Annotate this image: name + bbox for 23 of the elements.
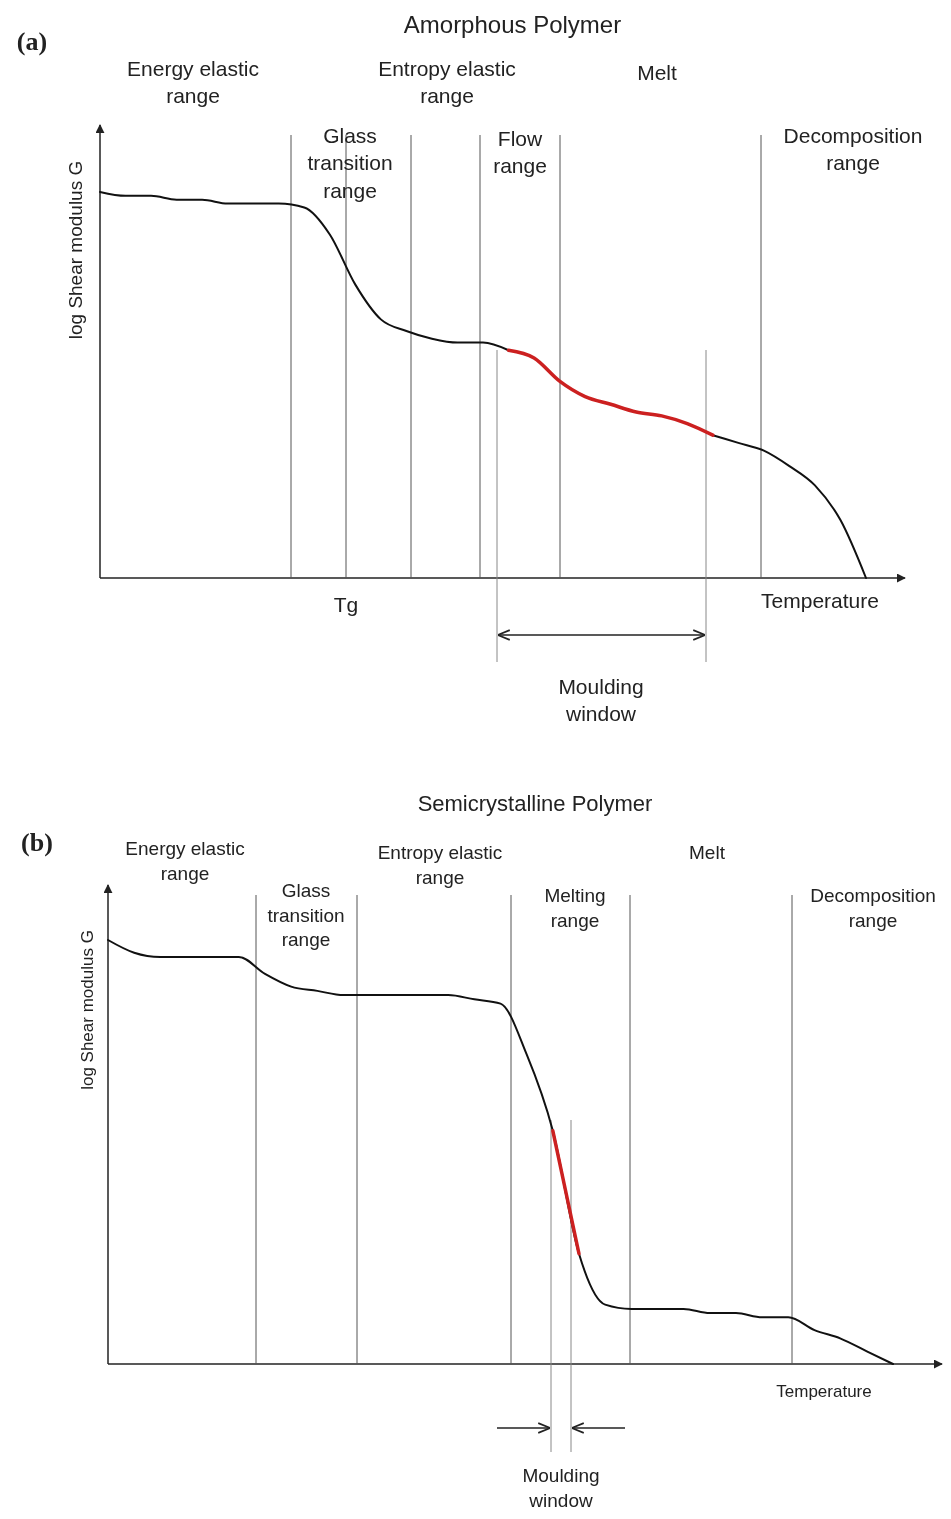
text: Tg <box>333 593 359 616</box>
y-axis-title: log Shear modulus G <box>65 160 86 340</box>
chart-title: Amorphous Polymer <box>403 11 622 38</box>
chart-title: Semicrystalline Polymer <box>417 791 653 816</box>
y-axis-title: log Shear modulus G <box>78 930 97 1090</box>
text: Melt <box>689 842 726 863</box>
text: Moulding window <box>522 1465 600 1511</box>
x-axis-title: Temperature <box>761 589 879 612</box>
text: Energy elastic range <box>125 838 245 884</box>
text: Melting range <box>544 885 606 931</box>
text: Flow range <box>493 127 547 178</box>
text: Melt <box>637 61 677 84</box>
annotation: Glass transition range <box>267 880 345 951</box>
text: (a) <box>16 27 48 56</box>
text: Moulding window <box>558 675 644 726</box>
x-axis-title: Temperature <box>776 1382 872 1401</box>
annotation: Glass transition range <box>307 124 393 202</box>
text: Entropy elastic range <box>377 842 503 888</box>
text: Entropy elastic range <box>378 57 516 108</box>
text: Decomposition range <box>810 885 936 931</box>
text: (b) <box>21 828 53 857</box>
text: Decomposition range <box>783 124 923 175</box>
text: Energy elastic range <box>127 57 259 108</box>
